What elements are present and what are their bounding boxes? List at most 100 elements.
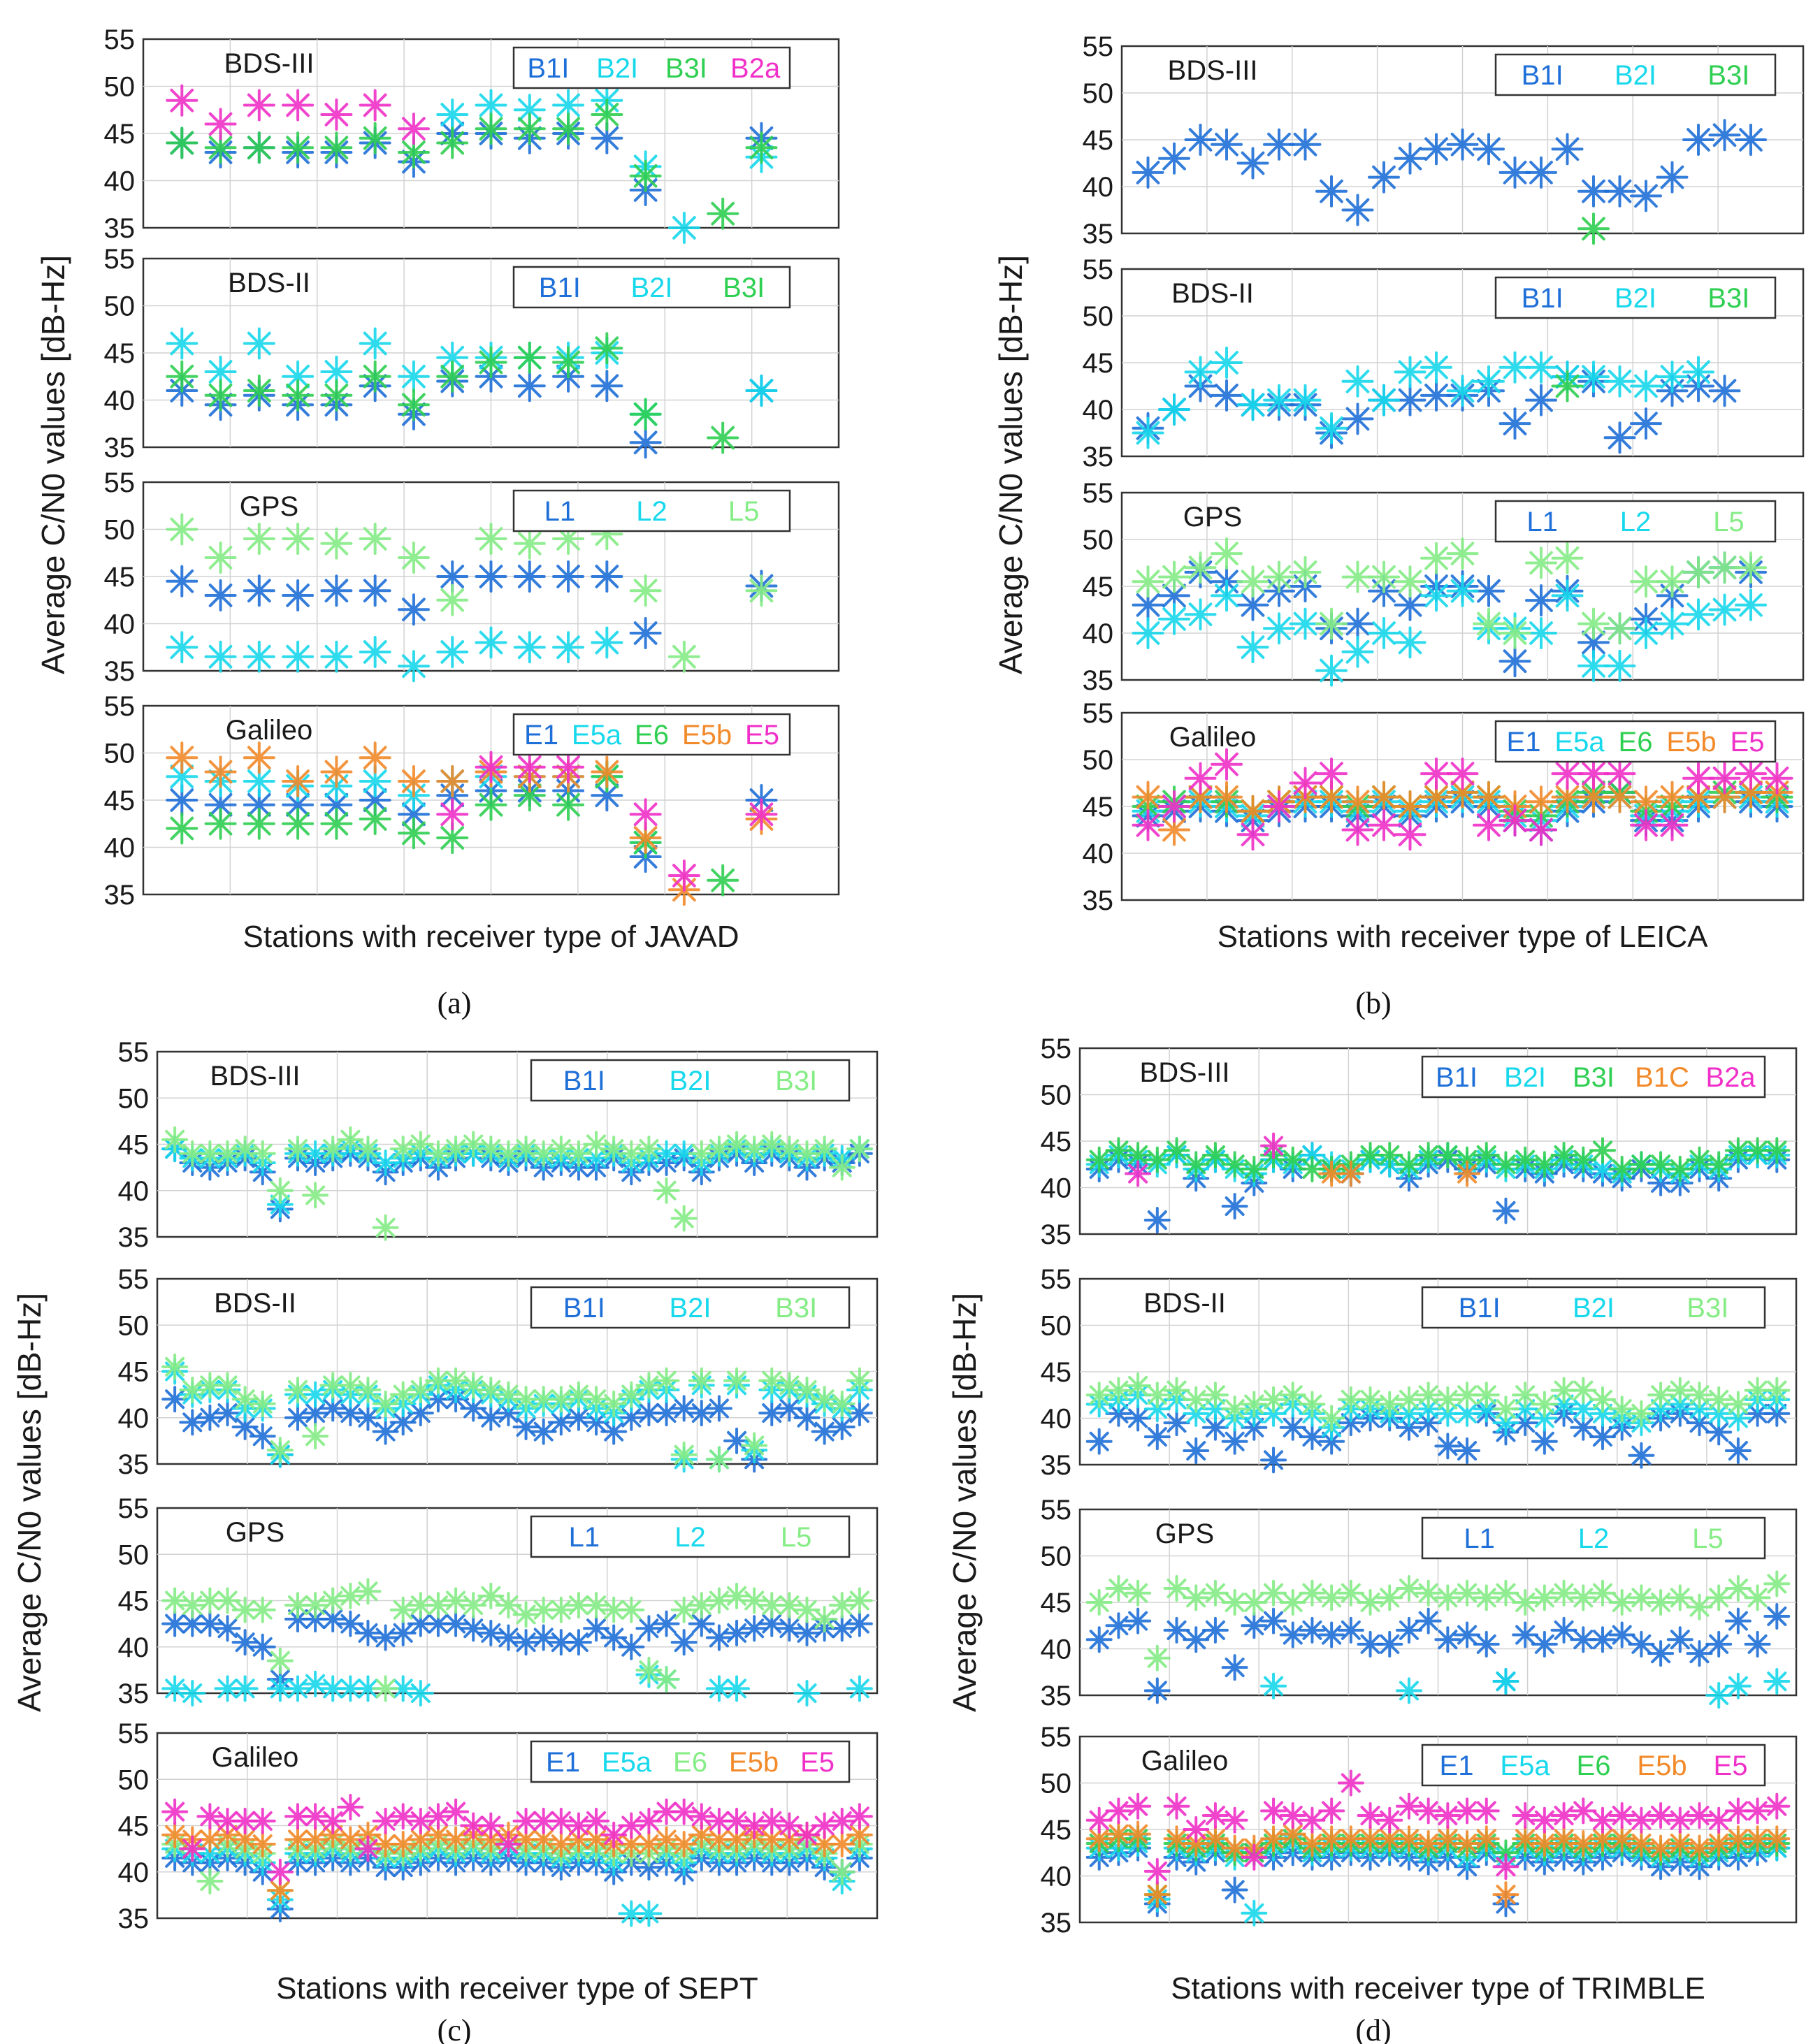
data-point — [591, 626, 623, 659]
data-point — [512, 1136, 540, 1163]
data-point — [1705, 1386, 1733, 1413]
data-point — [1236, 147, 1269, 180]
data-point — [1357, 1386, 1384, 1413]
data-point — [1279, 1382, 1306, 1409]
data-point — [1647, 1382, 1675, 1409]
data-point — [552, 346, 585, 379]
data-point — [477, 1812, 505, 1839]
data-point — [1315, 412, 1348, 444]
y-tick-label: 45 — [118, 1130, 150, 1161]
subplot-bds-ii: 55 50 45 40 35 BDS-II B1I B2I B3I — [118, 1264, 879, 1480]
data-point — [436, 126, 469, 159]
data-point — [1415, 1607, 1442, 1635]
data-point — [243, 523, 275, 555]
data-point — [231, 1136, 259, 1163]
data-point — [1434, 1386, 1461, 1413]
subplot-bds-ii: 55 50 45 40 35 BDS-II B1I B2I B3I — [1083, 254, 1805, 472]
data-point — [1315, 758, 1348, 790]
data-point — [1260, 1607, 1287, 1635]
x-axis-label: Stations with receiver type of SEPT — [276, 1971, 758, 2006]
data-point — [204, 579, 237, 611]
data-point — [1105, 1400, 1132, 1427]
y-tick-label: 45 — [118, 1811, 150, 1842]
data-point — [1724, 1391, 1752, 1418]
subplot-title: GPS — [226, 1517, 284, 1548]
legend-box — [1421, 1055, 1766, 1099]
series-b3i — [161, 1353, 873, 1473]
data-point — [1473, 365, 1505, 398]
data-point — [214, 1372, 241, 1399]
data-point — [1132, 588, 1164, 621]
legend-entry-b3i: B3I — [1573, 1062, 1615, 1093]
data-point — [1315, 654, 1348, 687]
data-point — [397, 765, 430, 797]
data-point — [600, 1390, 628, 1417]
subplot-title: BDS-III — [1140, 1057, 1230, 1088]
data-point — [442, 1798, 470, 1825]
data-point — [284, 1675, 311, 1702]
data-point — [1241, 1843, 1268, 1871]
data-point — [1608, 1155, 1635, 1182]
data-point — [359, 574, 391, 607]
legend-box — [1421, 1516, 1766, 1560]
data-point — [828, 1807, 855, 1834]
data-point — [1686, 1640, 1713, 1667]
data-point — [1686, 1834, 1713, 1862]
legend: L1 L2 L5 — [530, 1515, 851, 1558]
data-point — [1531, 1630, 1558, 1658]
subplot-gps: 55 50 45 40 35 GPS L1 L2 L5 — [1041, 1495, 1798, 1711]
data-point — [618, 1633, 645, 1660]
data-point — [1279, 1414, 1306, 1441]
data-point — [1221, 1834, 1248, 1862]
data-point — [1337, 1769, 1364, 1797]
panel-a: Average C/N0 values [dB-Hz] Stations with… — [35, 24, 840, 1020]
data-point — [1682, 124, 1714, 156]
data-point — [1158, 602, 1190, 635]
data-point — [1735, 124, 1767, 156]
data-point — [1236, 631, 1269, 664]
data-point — [1630, 617, 1662, 649]
data-point — [793, 1821, 821, 1848]
data-point — [1143, 1207, 1171, 1234]
data-point — [1085, 1428, 1113, 1455]
y-tick-label: 35 — [118, 1904, 150, 1934]
data-point — [1550, 1141, 1577, 1168]
data-point — [1473, 1825, 1500, 1853]
data-point — [1132, 809, 1164, 841]
y-tick-label: 50 — [118, 1539, 150, 1570]
data-point — [1589, 1579, 1616, 1607]
legend-entry-l2: L2 — [1620, 507, 1652, 537]
series-b3i — [166, 332, 739, 454]
data-point — [1211, 347, 1243, 379]
data-point — [1221, 1806, 1248, 1834]
data-point — [214, 1140, 241, 1167]
data-point — [1446, 776, 1479, 809]
data-point — [1492, 1396, 1519, 1423]
y-tick-label: 45 — [1083, 572, 1114, 602]
data-point — [204, 755, 237, 788]
series-b2a — [1125, 1132, 1287, 1187]
y-tick-label: 45 — [1041, 1357, 1072, 1388]
data-point — [828, 1858, 855, 1885]
data-point — [397, 389, 430, 421]
legend-entry-b2a: B2a — [1705, 1062, 1756, 1093]
data-point — [828, 1414, 855, 1440]
data-point — [196, 1803, 224, 1830]
data-point — [320, 131, 353, 164]
data-point — [1512, 1382, 1539, 1409]
y-tick-label: 55 — [1041, 1264, 1072, 1295]
data-point — [243, 574, 275, 607]
data-point — [166, 126, 198, 159]
data-point — [1236, 795, 1269, 827]
data-point — [1183, 1829, 1210, 1857]
data-point — [1708, 593, 1741, 626]
data-point — [1589, 1137, 1616, 1164]
data-point — [1183, 1151, 1210, 1178]
data-point — [372, 1390, 399, 1417]
data-point — [1163, 1409, 1190, 1437]
data-point — [1143, 1423, 1171, 1451]
data-point — [811, 1812, 838, 1839]
data-point — [359, 360, 391, 393]
subplot-title: Galileo — [226, 715, 313, 746]
legend-entry-e5a: E5a — [602, 1747, 652, 1778]
